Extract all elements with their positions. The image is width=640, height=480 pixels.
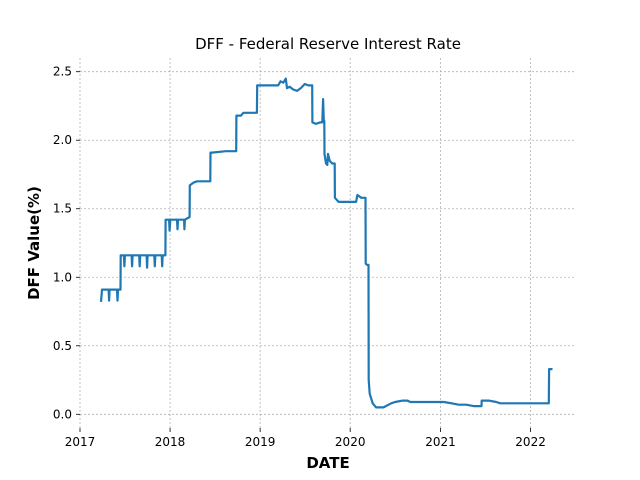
x-tick-label: 2022 — [515, 435, 546, 449]
x-tick-label: 2020 — [335, 435, 366, 449]
series-line — [99, 77, 553, 409]
x-tick-label: 2019 — [245, 435, 276, 449]
y-tick-label: 0.5 — [53, 339, 72, 353]
y-tick-label: 1.5 — [53, 202, 72, 216]
y-tick-label: 0.0 — [53, 407, 72, 421]
x-tick-label: 2017 — [65, 435, 96, 449]
axis-ticks: 2017 2018 2019 2020 2021 2022 0.0 0.5 1.0 1.5 2.0 2… — [53, 65, 546, 449]
y-axis-label: DFF Value(%) — [25, 186, 43, 300]
y-tick-label: 2.5 — [53, 65, 72, 79]
grid — [79, 58, 575, 428]
x-tick-label: 2018 — [155, 435, 186, 449]
y-tick-label: 2.0 — [53, 133, 72, 147]
chart-title: DFF - Federal Reserve Interest Rate — [195, 35, 461, 53]
plot-area — [99, 77, 553, 409]
x-axis-label: DATE — [306, 454, 349, 472]
x-tick-label: 2021 — [425, 435, 456, 449]
y-tick-label: 1.0 — [53, 270, 72, 284]
